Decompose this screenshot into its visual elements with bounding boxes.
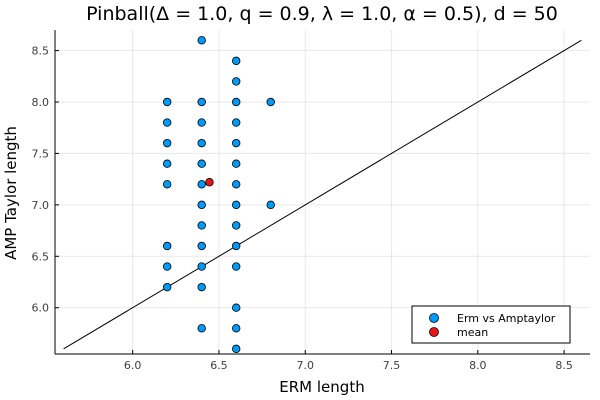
identity-line <box>63 39 582 350</box>
erm-vs-amptaylor-point <box>266 200 275 210</box>
erm-vs-amptaylor-point <box>232 97 241 107</box>
y-tick-label: 8.5 <box>32 45 50 58</box>
legend-marker-erm-vs-amptaylor <box>429 313 439 323</box>
legend: Erm vs Amptaylor mean <box>411 305 571 344</box>
mean-point <box>205 178 214 187</box>
erm-vs-amptaylor-point <box>232 118 241 127</box>
erm-vs-amptaylor-point <box>232 344 241 354</box>
y-axis-title: AMP Taylor length <box>2 126 20 260</box>
y-tick-label: 8.0 <box>32 96 50 109</box>
x-axis-title: ERM length <box>279 378 364 396</box>
erm-vs-amptaylor-point <box>197 36 206 45</box>
x-tick-label: 6.0 <box>124 359 142 372</box>
y-tick-label: 7.5 <box>32 147 50 160</box>
legend-label-mean: mean <box>457 326 488 339</box>
x-tick-label: 7.0 <box>296 359 314 372</box>
erm-vs-amptaylor-point <box>197 200 206 210</box>
erm-vs-amptaylor-point <box>162 159 172 168</box>
legend-marker-mean <box>429 327 439 337</box>
erm-vs-amptaylor-point <box>266 97 275 107</box>
erm-vs-amptaylor-point <box>197 118 206 127</box>
tick-labels: 6.0 6.5 7.0 7.5 8.0 8.5 6.0 6.5 7.0 7.5 8.0 8.5 <box>32 45 573 372</box>
x-tick-label: 6.5 <box>210 359 228 372</box>
erm-vs-amptaylor-point <box>197 221 206 230</box>
erm-vs-amptaylor-point <box>197 180 206 189</box>
erm-vs-amptaylor-point <box>232 241 241 251</box>
erm-vs-amptaylor-point <box>232 56 241 66</box>
y-tick-label: 6.0 <box>32 302 50 315</box>
erm-vs-amptaylor-point <box>232 159 241 168</box>
grid <box>55 30 590 354</box>
x-tick-label: 8.0 <box>469 359 487 372</box>
data-points <box>162 36 275 354</box>
erm-vs-amptaylor-point <box>162 118 172 127</box>
erm-vs-amptaylor-point <box>162 282 172 292</box>
erm-vs-amptaylor-point <box>197 159 206 168</box>
erm-vs-amptaylor-point <box>197 324 206 333</box>
erm-vs-amptaylor-point <box>232 221 241 230</box>
erm-vs-amptaylor-point <box>232 200 241 210</box>
erm-vs-amptaylor-point <box>232 303 241 312</box>
erm-vs-amptaylor-point <box>162 180 172 189</box>
erm-vs-amptaylor-point <box>232 262 241 271</box>
legend-label-erm-vs-amptaylor: Erm vs Amptaylor <box>457 312 556 325</box>
x-tick-label: 8.5 <box>555 359 573 372</box>
plot-frame <box>54 30 590 355</box>
y-tick-label: 6.5 <box>32 250 50 263</box>
reference-line <box>63 39 582 350</box>
erm-vs-amptaylor-point <box>162 97 172 107</box>
erm-vs-amptaylor-point <box>232 324 241 333</box>
erm-vs-amptaylor-point <box>197 262 206 271</box>
erm-vs-amptaylor-point <box>197 97 206 107</box>
legend-box <box>411 305 571 344</box>
erm-vs-amptaylor-point <box>197 241 206 251</box>
erm-vs-amptaylor-point <box>162 262 172 271</box>
erm-vs-amptaylor-point <box>162 138 172 148</box>
chart-title: Pinball(Δ = 1.0, q = 0.9, λ = 1.0, α = 0… <box>86 3 558 25</box>
erm-vs-amptaylor-point <box>197 138 206 148</box>
erm-vs-amptaylor-point <box>232 180 241 189</box>
erm-vs-amptaylor-point <box>232 77 241 86</box>
erm-vs-amptaylor-point <box>162 241 172 251</box>
y-tick-label: 7.0 <box>32 199 50 212</box>
erm-vs-amptaylor-point <box>232 138 241 148</box>
x-tick-label: 7.5 <box>383 359 401 372</box>
erm-vs-amptaylor-point <box>197 282 206 292</box>
